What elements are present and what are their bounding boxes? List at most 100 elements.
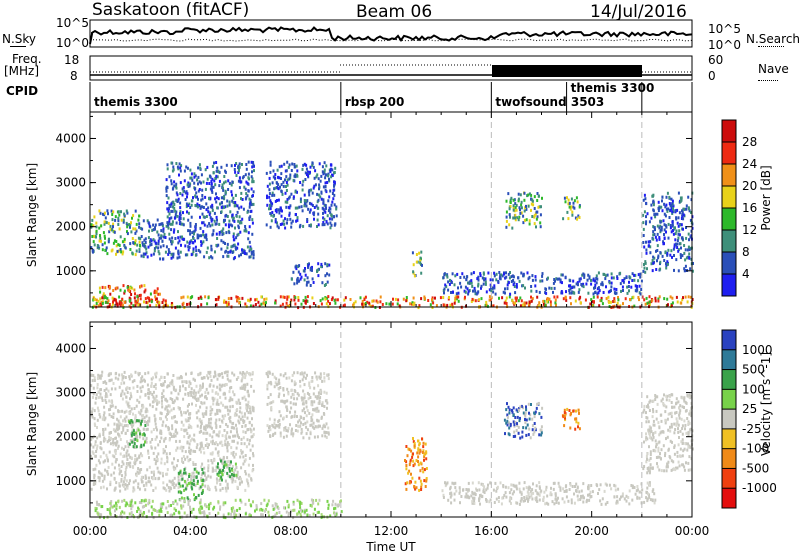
data-cell [252, 190, 255, 194]
data-cell [225, 163, 228, 167]
data-cell [295, 213, 297, 216]
data-cell [215, 477, 218, 481]
data-cell [109, 507, 112, 511]
data-cell [121, 397, 124, 401]
data-cell [226, 204, 229, 208]
data-cell [518, 215, 521, 219]
data-cell [135, 404, 138, 408]
data-cell [310, 402, 313, 406]
data-cell [247, 237, 250, 241]
data-cell [190, 172, 193, 176]
data-cell [285, 429, 288, 432]
data-cell [300, 396, 303, 400]
data-cell [230, 245, 233, 249]
data-cell [223, 460, 226, 464]
data-cell [206, 431, 209, 435]
data-cell [124, 471, 127, 474]
data-cell [163, 449, 166, 453]
data-cell [119, 438, 122, 441]
data-cell [508, 276, 511, 280]
data-cell [224, 191, 227, 195]
data-cell [236, 246, 239, 250]
data-cell [195, 496, 197, 499]
data-cell [206, 442, 209, 446]
data-cell [170, 432, 173, 436]
data-cell [214, 412, 217, 416]
data-cell [306, 513, 309, 517]
data-cell [110, 249, 113, 253]
data-cell [179, 498, 182, 502]
data-cell [292, 500, 295, 504]
data-cell [155, 407, 158, 411]
data-cell [683, 251, 686, 255]
data-cell [555, 277, 558, 281]
data-cell [154, 486, 157, 490]
data-cell [323, 372, 326, 376]
data-cell [145, 408, 148, 411]
data-cell [198, 389, 201, 392]
data-cell [613, 304, 616, 308]
data-cell [120, 394, 122, 398]
data-cell [268, 426, 270, 430]
data-cell [370, 304, 373, 308]
data-cell [166, 207, 169, 211]
data-cell [173, 228, 176, 232]
data-cell [286, 178, 289, 182]
data-cell [494, 292, 497, 296]
data-cell [187, 482, 190, 485]
data-cell [460, 285, 463, 289]
data-cell [473, 502, 476, 505]
data-cell [143, 290, 146, 294]
data-cell [598, 289, 601, 293]
data-cell [101, 399, 104, 402]
data-cell [308, 411, 311, 415]
noise-left-tick-bottom: 10^0 [56, 36, 89, 50]
data-cell [90, 411, 93, 415]
data-cell [442, 276, 445, 280]
data-cell [199, 384, 202, 388]
data-cell [271, 372, 274, 376]
data-cell [183, 479, 186, 483]
data-cell [649, 245, 652, 249]
data-cell [573, 285, 576, 289]
data-cell [120, 479, 123, 483]
noise-right-tick-top: 10^5 [708, 22, 741, 36]
data-cell [453, 301, 456, 305]
data-cell [664, 224, 667, 228]
data-cell [98, 286, 101, 290]
data-cell [238, 301, 241, 305]
data-cell [241, 415, 244, 419]
data-cell [139, 452, 142, 456]
data-cell [515, 485, 518, 489]
data-cell [226, 449, 229, 453]
data-cell [93, 376, 96, 380]
data-cell [186, 496, 189, 500]
data-cell [572, 201, 575, 205]
data-cell [128, 386, 131, 390]
data-cell [148, 480, 151, 484]
data-cell [109, 408, 112, 411]
data-cell [240, 221, 243, 225]
data-cell [657, 299, 660, 303]
data-cell [330, 167, 333, 171]
data-cell [208, 503, 210, 507]
data-cell [194, 378, 196, 382]
data-cell [489, 278, 492, 282]
data-cell [645, 215, 647, 219]
data-cell [519, 296, 522, 300]
data-cell [570, 302, 572, 306]
data-cell [513, 281, 516, 285]
data-cell [554, 301, 557, 305]
data-cell [148, 419, 151, 423]
data-cell [561, 273, 564, 277]
velocity-panel [89, 321, 694, 520]
data-cell [228, 469, 231, 473]
data-cell [413, 485, 416, 488]
data-cell [418, 443, 421, 447]
data-cell [396, 302, 399, 306]
data-cell [143, 378, 146, 382]
data-cell [576, 217, 579, 221]
data-cell [207, 206, 210, 210]
data-cell [247, 463, 250, 467]
data-cell [252, 463, 254, 467]
